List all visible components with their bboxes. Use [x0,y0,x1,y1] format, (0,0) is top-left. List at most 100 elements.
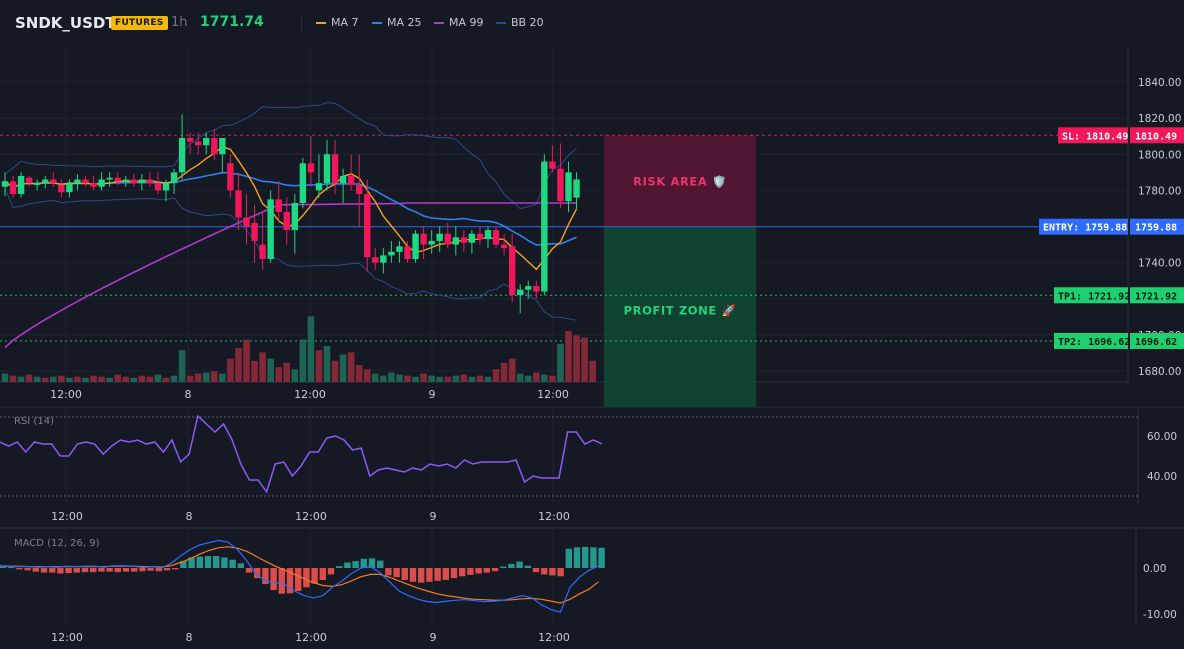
candle-body [291,203,298,231]
candle-body [58,184,65,193]
candle-body [396,246,403,252]
time-axis-label: 8 [186,631,193,644]
candle-body [323,154,331,184]
candle-body [203,137,210,146]
macd-histogram-bar [590,547,597,568]
profit-zone-label: PROFIT ZONE 🚀 [624,303,737,317]
price-axis-label: 1780.00 [1138,185,1181,197]
candle-body [412,233,419,260]
macd-histogram-bar [114,568,121,573]
macd-histogram-bar [196,556,203,568]
volume-bar [412,376,419,382]
legend-ma7[interactable]: MA 7 [316,16,359,29]
volume-bar [444,376,452,382]
volume-bar [380,375,387,382]
candle-body [186,137,194,142]
volume-bar [90,375,97,382]
macd-line [0,539,599,613]
candle-body [339,175,347,184]
candle-body [34,183,41,185]
candle-body [154,183,162,191]
candle-body [380,255,387,263]
volume-bar [130,377,138,382]
candle-body [299,163,307,204]
volume-bar [347,352,355,382]
macd-histogram-bar [73,568,80,573]
candle-body [122,179,129,182]
time-axis-label: 8 [186,510,193,523]
macd-histogram-bar [40,568,48,573]
time-axis-label: 12:00 [538,510,570,523]
volume-bar [323,345,331,382]
volume-bar [331,360,339,382]
macd-histogram-bar [32,568,39,572]
volume-bar [492,369,500,382]
volume-bar [98,376,105,382]
time-axis-label: 12:00 [538,631,570,644]
macd-histogram-bar [98,568,105,572]
candle-body [331,154,339,184]
macd-histogram-bar [426,568,433,582]
candle-body [283,212,290,231]
timeframe-label[interactable]: 1h [171,15,188,30]
volume-bar [219,373,226,382]
candle-body [146,179,154,184]
volume-bar [372,373,379,382]
macd-histogram-bar [0,566,7,568]
legend-ma99[interactable]: MA 99 [434,16,484,29]
candle-body [25,177,33,184]
macd-histogram-bar [319,568,326,580]
macd-histogram-bar [213,556,220,568]
ma7-line [4,146,578,271]
candle-body [508,246,516,296]
candle-body [259,244,266,260]
tp2-axis-tag [1130,332,1184,349]
candle-body [388,251,395,256]
macd-histogram-bar [573,547,581,568]
macd-histogram-bar [295,568,302,591]
time-axis-label: 9 [429,388,436,401]
volume-bar [33,376,41,382]
macd-histogram-bar [204,556,212,568]
candle-body [251,222,258,241]
candle-body [557,168,564,202]
macd-histogram-bar [172,568,179,570]
macd-histogram-bar [368,558,376,568]
candle-body [436,233,443,241]
ma99-line [4,202,577,349]
header-divider [301,14,302,32]
ma99-swatch [434,21,444,24]
volume-bar [355,365,363,382]
volume-bar [243,339,250,382]
volume-bar [589,360,596,382]
macd-histogram-bar [418,568,425,583]
macd-histogram-bar [385,568,392,576]
symbol-name[interactable]: SNDK_USDT [15,14,116,32]
volume-bar [227,358,234,382]
macd-histogram-bar [508,563,515,568]
time-axis-label: 12:00 [295,510,327,523]
ma25-swatch [372,21,382,24]
time-axis-label: 12:00 [294,388,326,401]
macd-histogram-bar [8,567,15,569]
legend-ma25[interactable]: MA 25 [372,16,422,29]
rsi-axis-label: 60.00 [1147,431,1177,443]
candle-body [267,199,274,260]
price-axis-label: 1800.00 [1138,149,1181,161]
macd-histogram-bar [81,568,89,573]
macd-histogram-bar [532,568,540,573]
macd-histogram-bar [541,568,548,575]
macd-histogram-bar [311,568,318,584]
macd-histogram-bar [475,568,482,574]
volume-bar [404,375,411,382]
macd-histogram-bar [245,568,253,573]
volume-bar [396,374,403,382]
macd-histogram-bar [500,566,507,568]
volume-bar [202,372,210,382]
legend-bb20[interactable]: BB 20 [496,16,544,29]
macd-histogram-bar [229,559,236,568]
macd-histogram-bar [524,565,531,568]
candle-body [114,177,121,182]
candle-body [565,172,572,202]
